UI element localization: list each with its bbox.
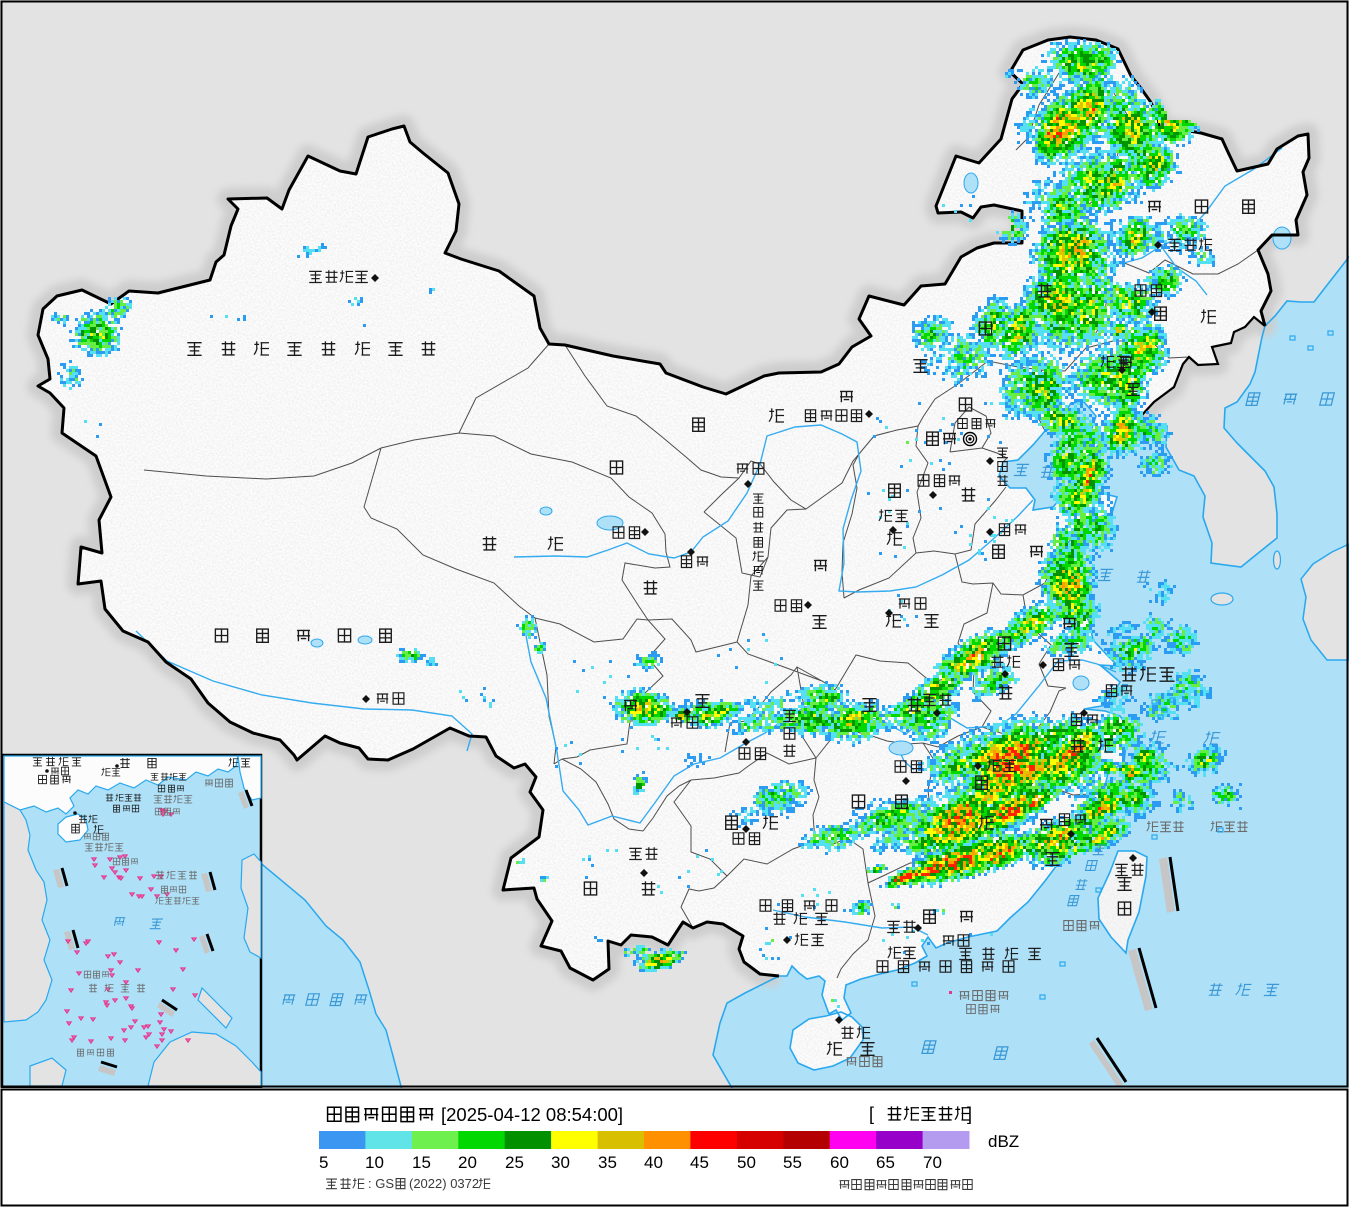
svg-text:30: 30: [551, 1153, 570, 1172]
svg-text:: GS: : GS: [368, 1176, 394, 1191]
svg-text:20: 20: [458, 1153, 477, 1172]
svg-text:60: 60: [830, 1153, 849, 1172]
svg-text:55: 55: [783, 1153, 802, 1172]
svg-text:65: 65: [876, 1153, 895, 1172]
svg-text:dBZ: dBZ: [988, 1132, 1019, 1151]
svg-text:50: 50: [737, 1153, 756, 1172]
svg-text:5: 5: [319, 1153, 328, 1172]
svg-text:]: ]: [967, 1104, 972, 1124]
svg-text:40: 40: [644, 1153, 663, 1172]
svg-text:25: 25: [505, 1153, 524, 1172]
svg-text:10: 10: [365, 1153, 384, 1172]
svg-text:45: 45: [690, 1153, 709, 1172]
svg-text:[: [: [869, 1104, 874, 1124]
svg-text:[2025-04-12 08:54:00]: [2025-04-12 08:54:00]: [441, 1104, 623, 1125]
svg-text:(2022) 0372: (2022) 0372: [409, 1176, 479, 1191]
svg-text:35: 35: [598, 1153, 617, 1172]
svg-text:15: 15: [412, 1153, 431, 1172]
svg-text:70: 70: [923, 1153, 942, 1172]
